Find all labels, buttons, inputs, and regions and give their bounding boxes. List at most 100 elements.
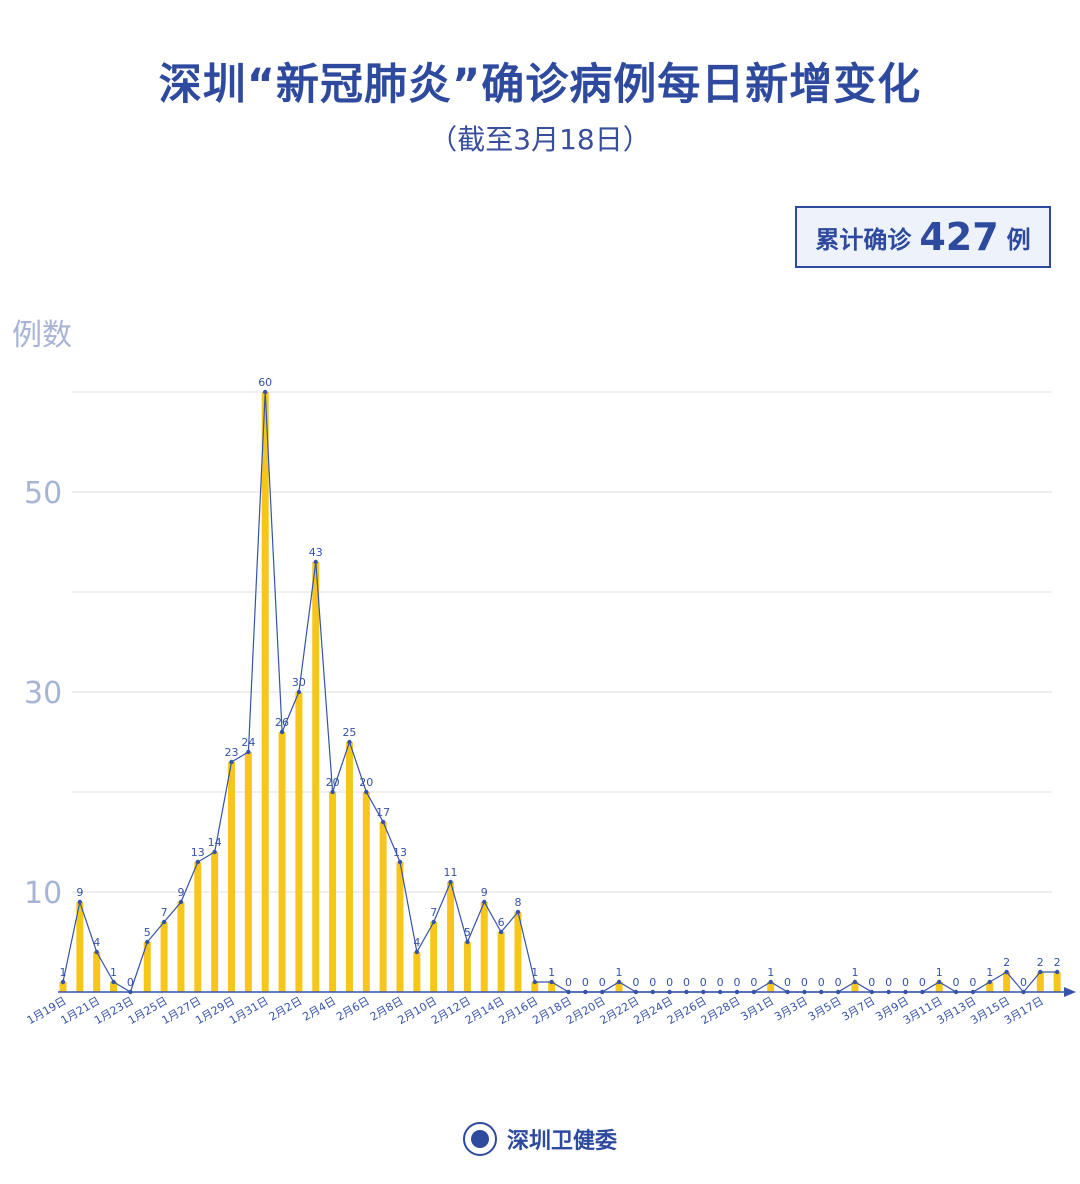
bar — [143, 942, 151, 992]
bar — [935, 982, 943, 992]
data-label: 8 — [514, 896, 521, 909]
data-point — [1054, 969, 1060, 975]
data-point — [482, 899, 487, 905]
data-point — [263, 389, 268, 395]
data-label: 0 — [649, 976, 656, 989]
data-point — [380, 819, 386, 825]
data-point — [94, 949, 99, 955]
data-label: 9 — [76, 886, 83, 899]
bar — [211, 852, 219, 992]
data-label: 0 — [599, 976, 606, 989]
data-label: 0 — [582, 976, 589, 989]
data-point — [903, 989, 908, 995]
daily-cases-chart: 例数10305019410579131423246026304320252017… — [12, 318, 1076, 1027]
data-point — [566, 989, 571, 995]
data-point — [296, 689, 302, 695]
data-label: 1 — [936, 966, 943, 979]
data-label: 0 — [1020, 976, 1027, 989]
data-label: 0 — [666, 976, 673, 989]
bar — [463, 942, 471, 992]
bar — [1036, 972, 1044, 992]
data-point — [549, 979, 554, 985]
data-point — [246, 749, 251, 755]
bar — [548, 982, 556, 992]
bar — [160, 922, 168, 992]
data-label: 9 — [481, 886, 488, 899]
data-label: 13 — [393, 846, 407, 859]
data-label: 1 — [851, 966, 858, 979]
total-value: 427 — [919, 215, 999, 259]
data-point — [347, 739, 352, 745]
data-label: 43 — [309, 546, 323, 559]
data-point — [852, 979, 858, 985]
bar — [345, 742, 353, 992]
data-point — [937, 979, 942, 985]
data-point — [111, 979, 116, 985]
data-label: 1 — [60, 966, 67, 979]
data-label: 30 — [292, 676, 306, 689]
data-point — [768, 979, 773, 985]
data-label: 0 — [969, 976, 976, 989]
data-point — [1021, 989, 1026, 995]
bar — [177, 902, 185, 992]
y-tick-label: 10 — [24, 876, 62, 911]
data-point — [953, 989, 959, 995]
x-tick-label: 2月6日 — [334, 994, 372, 1023]
bar — [379, 822, 387, 992]
data-label: 0 — [127, 976, 134, 989]
data-point — [819, 989, 824, 995]
x-tick-label: 2月28日 — [699, 994, 743, 1027]
bar — [1003, 972, 1011, 992]
bar — [497, 932, 505, 992]
data-point — [970, 989, 976, 995]
bar — [228, 762, 235, 992]
bar — [430, 922, 438, 992]
data-label: 0 — [750, 976, 757, 989]
chart-title: 深圳“新冠肺炎”确诊病例每日新增变化 — [158, 60, 922, 110]
bar — [93, 952, 101, 992]
bar — [396, 862, 404, 992]
data-point — [802, 989, 807, 995]
chart-subtitle: （截至3月18日） — [429, 123, 651, 156]
bar — [480, 902, 488, 992]
y-axis-label: 例数 — [12, 318, 72, 353]
footer: 深圳卫健委 — [0, 1122, 1080, 1156]
data-point — [532, 979, 537, 985]
data-point — [886, 989, 891, 995]
data-point — [431, 919, 436, 925]
data-label: 2 — [1054, 956, 1061, 969]
data-point — [414, 949, 420, 955]
data-label: 0 — [835, 976, 842, 989]
bar — [194, 862, 202, 992]
data-label: 0 — [801, 976, 808, 989]
data-point — [1004, 969, 1009, 975]
data-point — [178, 899, 184, 905]
data-point — [785, 989, 790, 995]
data-point — [987, 979, 992, 985]
data-label: 1 — [986, 966, 993, 979]
data-label: 4 — [413, 936, 420, 949]
data-point — [734, 989, 740, 995]
bar — [329, 792, 337, 992]
data-label: 1 — [616, 966, 623, 979]
bar — [615, 982, 623, 992]
data-point — [515, 909, 521, 915]
data-point — [701, 989, 706, 995]
data-label: 1 — [110, 966, 117, 979]
data-label: 0 — [919, 976, 926, 989]
bar — [851, 982, 859, 992]
data-point — [498, 929, 504, 935]
bar — [1053, 972, 1061, 992]
data-point — [279, 729, 285, 735]
data-point — [364, 789, 369, 795]
x-tick-label: 2月4日 — [300, 994, 338, 1023]
bar — [110, 982, 118, 992]
y-tick-label: 30 — [24, 676, 62, 711]
data-point — [667, 989, 672, 995]
x-tick-label: 3月3日 — [772, 994, 810, 1023]
data-label: 0 — [784, 976, 791, 989]
data-point — [212, 849, 217, 855]
data-point — [600, 989, 605, 995]
data-label: 0 — [885, 976, 892, 989]
data-point — [835, 989, 841, 995]
